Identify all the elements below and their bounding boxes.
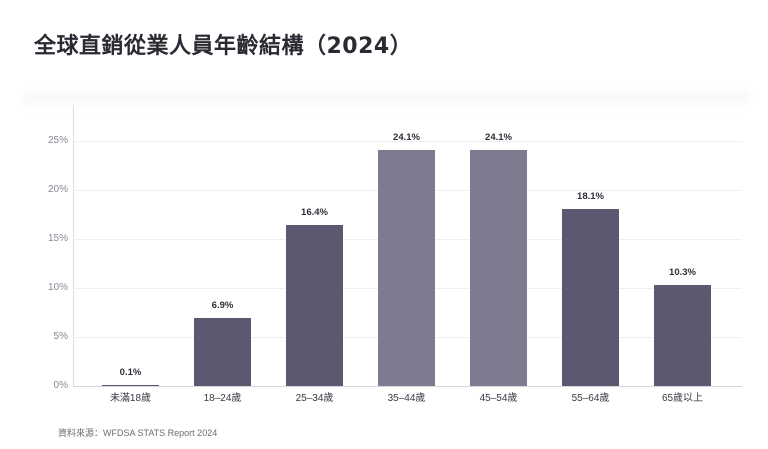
y-tick-label: 15% [47,233,68,244]
bar-value-label: 24.1% [393,131,420,143]
bar [654,285,711,386]
x-tick-label: 18–24歲 [203,393,242,404]
y-tick-label: 0% [53,380,68,391]
x-tick-label: 25–34歲 [295,393,334,404]
bar [194,318,251,386]
bar [470,149,527,386]
bar [102,385,159,386]
bar-value-label: 24.1% [485,131,512,143]
gridline [74,141,742,142]
x-axis-line [73,386,742,387]
x-tick-label: 45–54歲 [479,393,518,404]
bar [286,225,343,386]
x-tick-label: 55–64歲 [571,393,610,404]
decorative-shadow-band [22,86,750,110]
x-tick-label: 65歲以上 [661,393,704,404]
bar-value-label: 16.4% [301,207,328,219]
y-tick-label: 25% [47,135,68,146]
y-tick-label: 5% [53,331,68,342]
bar-value-label: 6.9% [211,300,234,312]
y-tick-label: 20% [47,184,68,195]
x-tick-label: 未滿18歲 [109,393,152,404]
chart-title: 全球直銷從業人員年齡結構（2024） [34,34,413,59]
bar-value-label: 0.1% [119,367,142,378]
bar-value-label: 10.3% [669,267,696,279]
bar [562,208,619,386]
y-axis-line [73,105,74,387]
bar [378,149,435,386]
x-tick-label: 35–44歲 [387,393,426,404]
source-note: 資料來源：WFDSA STATS Report 2024 [58,428,218,438]
bar-value-label: 18.1% [577,190,604,202]
y-tick-label: 10% [47,282,68,293]
